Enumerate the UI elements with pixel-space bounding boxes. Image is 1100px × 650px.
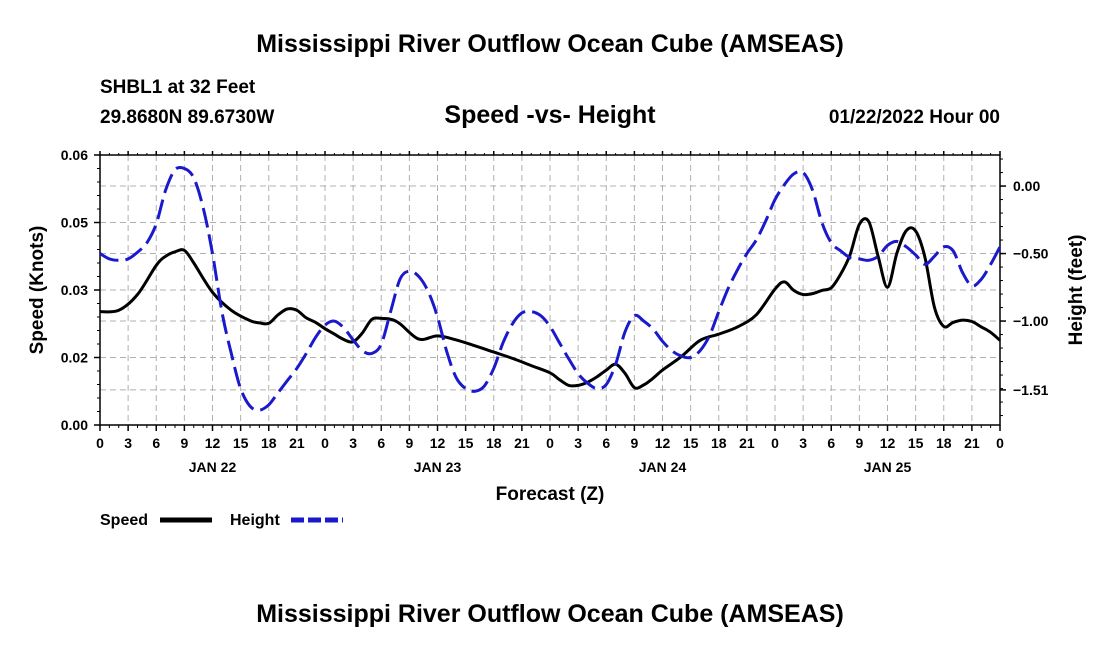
x-tick-label: 3 <box>124 435 132 451</box>
x-tick-label: 18 <box>261 435 277 451</box>
x-tick-label: 15 <box>233 435 249 451</box>
x-tick-label: 0 <box>96 435 104 451</box>
x-tick-label: 3 <box>799 435 807 451</box>
y2-tick-label: 0.00 <box>1013 178 1040 194</box>
coordinates-label: 29.8680N 89.6730W <box>100 107 275 128</box>
y-tick-label: 0.06 <box>61 147 88 163</box>
x-axis-title: Forecast (Z) <box>496 484 605 505</box>
x-tick-label: 18 <box>711 435 727 451</box>
forecast-datetime: 01/22/2022 Hour 00 <box>828 107 1000 128</box>
tick-labels: 0 3 6 9 12 15 18 21 0 3 6 9 12 15 18 21 0 3 6 9 12 15 18 21 0 3 6 9… <box>61 147 1049 475</box>
main-title: Mississippi River Outflow Ocean Cube (AM… <box>256 30 844 58</box>
x-tick-label: 12 <box>880 435 896 451</box>
x-tick-label: 9 <box>855 435 863 451</box>
x-tick-label: 12 <box>430 435 446 451</box>
y-tick-label: 0.00 <box>61 417 88 433</box>
x-tick-label: 6 <box>152 435 160 451</box>
x-day-label: JAN 24 <box>639 459 687 475</box>
x-tick-label: 3 <box>349 435 357 451</box>
x-tick-label: 18 <box>936 435 952 451</box>
x-tick-label: 6 <box>377 435 385 451</box>
x-tick-label: 0 <box>321 435 329 451</box>
x-tick-label: 0 <box>546 435 554 451</box>
y2-tick-label: −1.00 <box>1013 313 1049 329</box>
x-tick-label: 21 <box>964 435 980 451</box>
x-tick-label: 12 <box>205 435 221 451</box>
y2-axis-title: Height (feet) <box>1066 235 1087 346</box>
x-tick-label: 0 <box>771 435 779 451</box>
x-day-label: JAN 23 <box>414 459 462 475</box>
x-tick-label: 12 <box>655 435 671 451</box>
x-tick-label: 9 <box>405 435 413 451</box>
y-tick-label: 0.02 <box>61 350 88 366</box>
axis-ticks <box>94 151 1006 431</box>
x-tick-label: 21 <box>289 435 305 451</box>
y-tick-label: 0.05 <box>61 215 88 231</box>
legend-height-label: Height <box>230 512 280 529</box>
chart-svg: 0 3 6 9 12 15 18 21 0 3 6 9 12 15 18 21 0 3 6 9 12 15 18 21 0 3 6 9… <box>27 147 1087 529</box>
x-day-label: JAN 22 <box>189 459 237 475</box>
gridlines <box>100 155 1000 425</box>
series-lines <box>99 165 1002 412</box>
y-tick-label: 0.03 <box>61 282 88 298</box>
x-tick-label: 15 <box>458 435 474 451</box>
x-tick-label: 0 <box>996 435 1004 451</box>
station-label: SHBL1 at 32 Feet <box>100 77 256 98</box>
x-tick-label: 15 <box>908 435 924 451</box>
height-series-line <box>99 165 1002 412</box>
x-tick-label: 3 <box>574 435 582 451</box>
x-tick-label: 21 <box>739 435 755 451</box>
y2-tick-label: −1.51 <box>1013 382 1049 398</box>
y2-tick-label: −0.50 <box>1013 246 1049 262</box>
x-day-label: JAN 25 <box>864 459 912 475</box>
y-axis-title: Speed (Knots) <box>27 226 48 355</box>
legend-speed-label: Speed <box>100 512 148 529</box>
x-tick-label: 18 <box>486 435 502 451</box>
x-tick-label: 15 <box>683 435 699 451</box>
x-tick-label: 9 <box>630 435 638 451</box>
x-tick-label: 21 <box>514 435 530 451</box>
speed-series-line <box>99 217 1001 390</box>
x-tick-label: 9 <box>180 435 188 451</box>
x-tick-label: 6 <box>827 435 835 451</box>
x-tick-label: 6 <box>602 435 610 451</box>
bottom-title: Mississippi River Outflow Ocean Cube (AM… <box>256 600 844 628</box>
chart-subtitle: Speed -vs- Height <box>444 101 656 129</box>
